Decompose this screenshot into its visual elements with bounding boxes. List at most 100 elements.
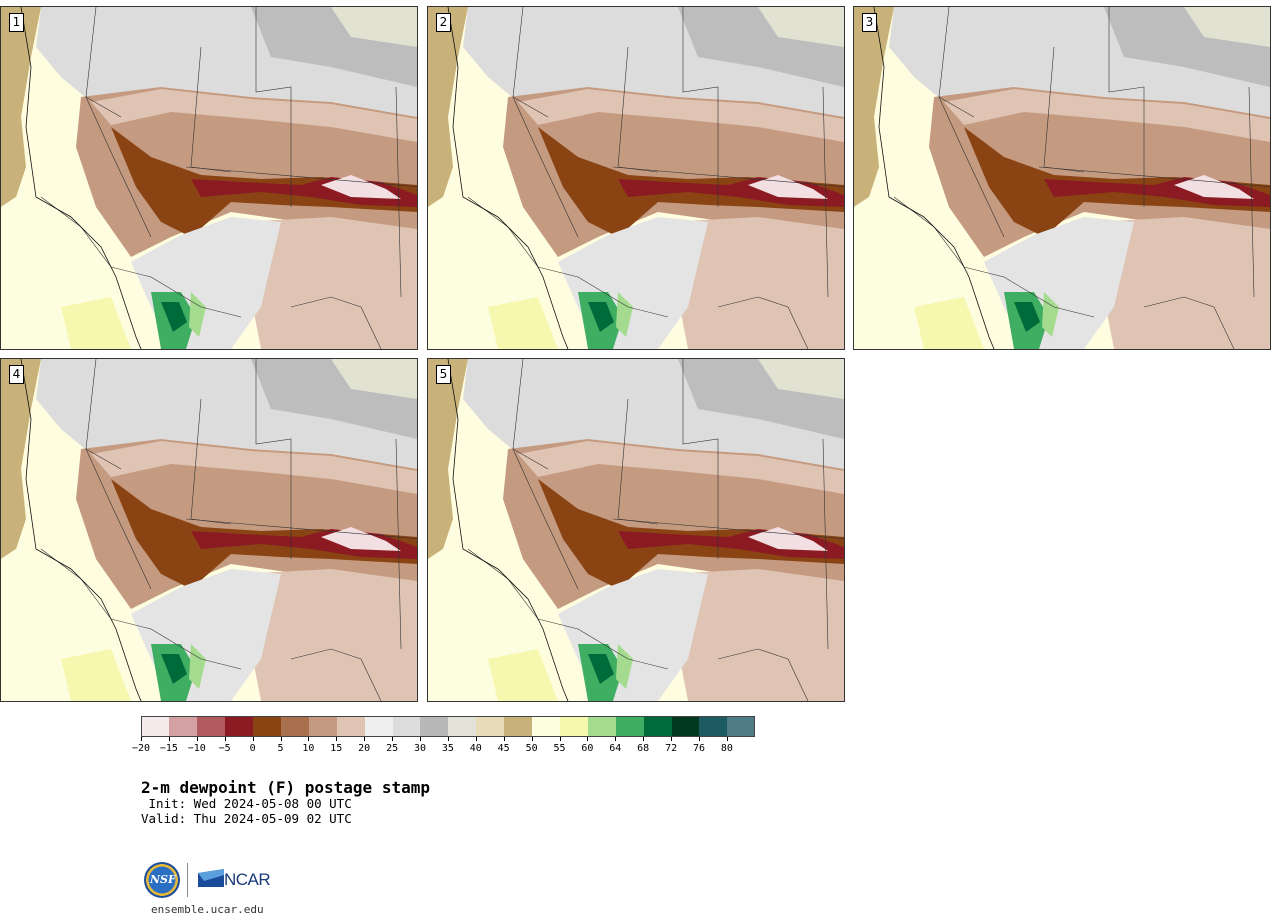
colorbar-tick [559, 737, 561, 741]
state-border [185, 166, 417, 187]
state-border [255, 7, 292, 207]
state-border [717, 296, 809, 349]
colorbar-tick-label: 45 [497, 743, 510, 754]
colorbar-tick-label: −15 [159, 743, 178, 754]
baja-light-green [616, 292, 633, 337]
state-border [1108, 7, 1145, 207]
state-border [822, 86, 829, 298]
colorbar-tick [141, 737, 142, 741]
baja-dark-green [161, 302, 187, 332]
pacific-yellow-band [61, 297, 131, 349]
coastline [447, 359, 569, 701]
colorbar-tick-label: −20 [131, 743, 151, 754]
upper-light-brown-band [944, 89, 1270, 142]
valid-time: Valid: Thu 2024-05-09 02 UTC [141, 811, 352, 826]
colorbar-tick-label: 35 [441, 743, 454, 754]
figure-title: 2-m dewpoint (F) postage stamp [141, 778, 430, 797]
coastline [873, 7, 995, 349]
southern-light-brown [668, 569, 844, 701]
state-border [617, 46, 659, 173]
southern-light-brown [1094, 217, 1270, 349]
dewpoint-map-2 [428, 7, 844, 349]
colorbar-tick [643, 737, 645, 741]
dewpoint-map-3 [854, 7, 1270, 349]
pale-high-dryness [321, 175, 401, 199]
member-label: 1 [9, 13, 24, 32]
colorbar-tick-label: 40 [469, 743, 482, 754]
map-panel-5: 5 [427, 358, 845, 702]
southern-light-brown [241, 569, 417, 701]
colorbar-tick [587, 737, 589, 741]
coastline [447, 7, 569, 349]
state-border [612, 518, 844, 539]
colorbar-tick-label: 60 [581, 743, 594, 754]
pale-high-dryness [1174, 175, 1254, 199]
baja-dark-green [588, 654, 614, 684]
state-border [255, 359, 292, 559]
state-border [682, 359, 719, 559]
map-panel-3: 3 [853, 6, 1271, 350]
baja-light-green [1042, 292, 1059, 337]
colorbar-tick [336, 737, 338, 741]
dark-brown-band [964, 127, 1270, 237]
state-border [85, 96, 152, 238]
dark-brown-band [538, 127, 844, 237]
colorbar-tick [726, 737, 728, 741]
pacific-yellow-band [488, 297, 558, 349]
colorbar-tick-label: 72 [665, 743, 678, 754]
baja-dark-green [161, 654, 187, 684]
upper-light-brown-band [91, 89, 417, 142]
colorbar-tick [364, 737, 366, 741]
coastline [20, 359, 142, 701]
pale-high-dryness [321, 527, 401, 551]
pale-high-dryness [748, 175, 828, 199]
colorbar-tick-label: −5 [218, 743, 231, 754]
colorbar-tick-label: 5 [277, 743, 284, 754]
west-tan-coast [1, 7, 41, 207]
ncar-mark-icon [198, 869, 224, 887]
southern-light-brown [668, 217, 844, 349]
state-border [190, 398, 232, 525]
dark-brown-band [111, 479, 417, 589]
member-label: 3 [862, 13, 877, 32]
colorbar-tick [252, 737, 254, 741]
pacific-yellow-band [61, 649, 131, 701]
colorbar-tick [308, 737, 310, 741]
colorbar-tick-label: 10 [302, 743, 315, 754]
upper-light-brown-band [518, 441, 844, 494]
state-border [717, 648, 809, 701]
state-border [110, 618, 242, 670]
map-panel-1: 1 [0, 6, 418, 350]
colorbar-tick-label: 55 [553, 743, 566, 754]
state-border [938, 96, 1005, 238]
baja-dark-green [1014, 302, 1040, 332]
colorbar-tick [392, 737, 394, 741]
colorbar-tick [503, 737, 505, 741]
pale-high-dryness [748, 527, 828, 551]
dark-brown-band [111, 127, 417, 237]
colorbar-tick [420, 737, 421, 741]
map-panel-4: 4 [0, 358, 418, 702]
state-border [512, 448, 579, 590]
colorbar-tick [168, 737, 170, 741]
state-border [290, 296, 382, 349]
state-border [537, 618, 669, 670]
colorbar-tick-label: 25 [386, 743, 399, 754]
northeast-tan-region [331, 359, 417, 399]
state-border [395, 438, 402, 650]
colorbar-tick-label: 68 [637, 743, 650, 754]
colorbar-tick-label: 50 [525, 743, 538, 754]
colorbar-tick-label: 0 [249, 743, 256, 754]
colorbar-tick-label: 15 [330, 743, 343, 754]
dark-brown-band [538, 479, 844, 589]
colorbar-tick [475, 737, 477, 741]
colorbar-tick-label: 76 [692, 743, 706, 754]
colorbar-tick-label: −10 [187, 743, 206, 754]
colorbar-tick [447, 737, 449, 741]
colorbar-tick [615, 737, 617, 741]
coastline [20, 7, 142, 349]
colorbar-tick [699, 737, 700, 741]
state-border [185, 518, 417, 539]
state-border [1043, 46, 1085, 173]
southern-light-brown [241, 217, 417, 349]
